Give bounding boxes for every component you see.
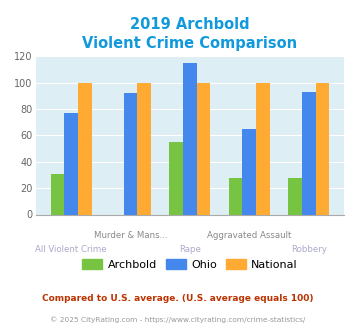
Bar [288, 178, 302, 214]
Bar [51, 174, 64, 214]
Legend: Archbold, Ohio, National: Archbold, Ohio, National [77, 255, 302, 275]
Bar [316, 82, 329, 214]
Bar [183, 63, 197, 214]
Bar [229, 178, 242, 214]
Text: Rape: Rape [179, 245, 201, 254]
Text: Robbery: Robbery [291, 245, 327, 254]
Bar [137, 82, 151, 214]
Bar [302, 92, 316, 214]
Text: Murder & Mans...: Murder & Mans... [94, 231, 167, 240]
Bar [197, 82, 211, 214]
Bar [242, 129, 256, 214]
Bar [256, 82, 270, 214]
Bar [78, 82, 92, 214]
Bar [169, 142, 183, 214]
Text: Aggravated Assault: Aggravated Assault [207, 231, 291, 240]
Bar [124, 93, 137, 214]
Text: All Violent Crime: All Violent Crime [36, 245, 107, 254]
Text: © 2025 CityRating.com - https://www.cityrating.com/crime-statistics/: © 2025 CityRating.com - https://www.city… [50, 317, 305, 323]
Text: Compared to U.S. average. (U.S. average equals 100): Compared to U.S. average. (U.S. average … [42, 294, 313, 303]
Title: 2019 Archbold
Violent Crime Comparison: 2019 Archbold Violent Crime Comparison [82, 17, 297, 51]
Bar [64, 113, 78, 214]
